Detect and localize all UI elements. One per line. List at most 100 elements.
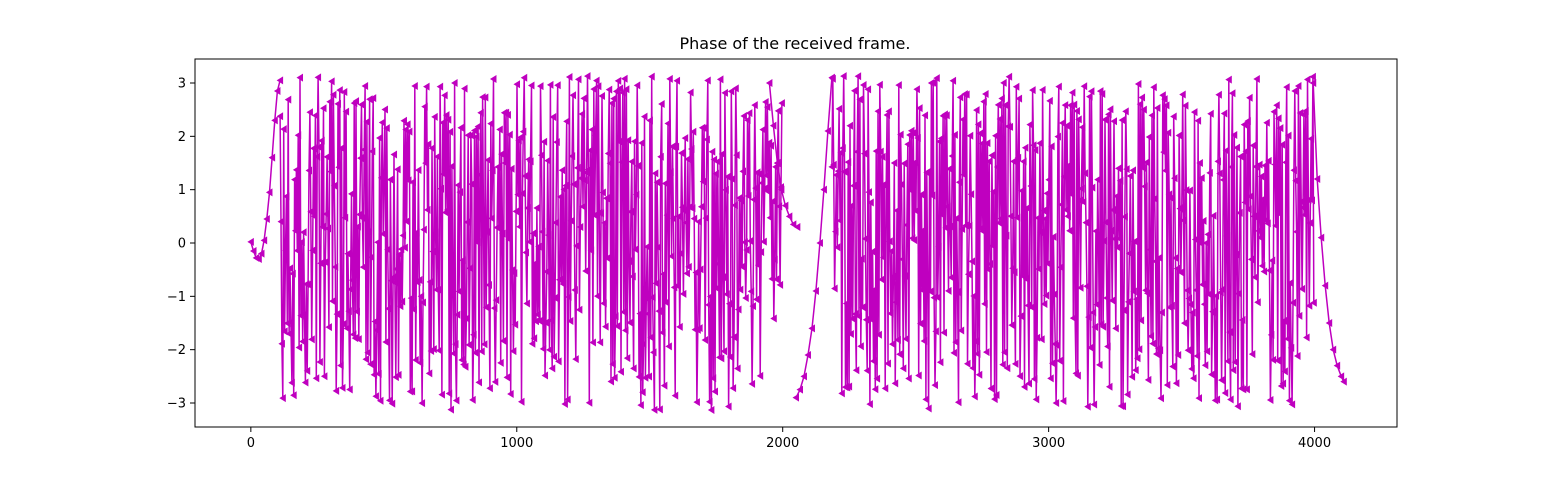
data-point	[532, 317, 539, 326]
data-point	[669, 142, 676, 151]
data-point	[756, 371, 764, 380]
data-point	[343, 324, 351, 333]
data-point	[1294, 82, 1302, 91]
data-point	[1119, 402, 1127, 411]
data-point	[574, 75, 582, 84]
data-point	[1307, 134, 1315, 143]
data-point	[1084, 402, 1091, 411]
data-point	[1047, 374, 1054, 383]
data-point	[482, 303, 490, 312]
data-point	[1218, 285, 1226, 294]
data-point	[333, 310, 341, 319]
data-point	[781, 201, 789, 210]
data-point	[1077, 283, 1084, 292]
data-point	[872, 147, 880, 156]
data-point	[581, 176, 588, 185]
data-point	[1210, 309, 1218, 318]
data-point	[664, 119, 671, 128]
data-point	[474, 122, 482, 131]
data-point	[494, 162, 501, 171]
data-point	[381, 105, 388, 114]
data-point	[666, 74, 673, 83]
data-point	[404, 120, 411, 129]
data-point	[479, 93, 486, 102]
data-point	[1120, 306, 1127, 315]
data-point	[1134, 79, 1142, 88]
data-point	[777, 185, 785, 194]
data-point	[1093, 300, 1100, 309]
data-point	[1232, 250, 1240, 259]
data-point	[441, 91, 448, 100]
data-point	[495, 224, 502, 233]
data-point	[555, 357, 562, 366]
data-point	[1180, 216, 1187, 225]
data-point	[934, 293, 941, 302]
data-point	[646, 116, 653, 125]
data-point	[313, 152, 321, 161]
data-point	[1106, 105, 1114, 114]
data-point	[366, 95, 373, 104]
data-point	[1212, 291, 1220, 300]
data-point	[318, 136, 325, 145]
data-point	[1124, 390, 1131, 399]
data-point	[1204, 230, 1212, 239]
data-point	[914, 133, 921, 142]
data-point	[763, 103, 771, 112]
data-point	[1282, 158, 1289, 167]
data-point	[457, 123, 464, 132]
data-point	[1132, 366, 1139, 375]
data-point	[1113, 192, 1120, 201]
data-point	[584, 165, 592, 174]
data-point	[994, 100, 1002, 109]
data-point	[351, 334, 359, 343]
data-point	[879, 152, 886, 161]
data-point	[747, 287, 755, 296]
data-point	[354, 222, 361, 231]
data-point	[348, 189, 355, 198]
data-point	[503, 373, 511, 382]
data-point	[1293, 227, 1300, 236]
data-point	[374, 238, 381, 247]
data-point	[1052, 399, 1060, 408]
data-point	[393, 264, 400, 273]
data-point	[960, 170, 967, 179]
data-point	[1197, 239, 1204, 248]
data-point	[812, 287, 819, 295]
data-point	[630, 364, 637, 373]
data-point	[1014, 153, 1022, 162]
data-point	[1234, 402, 1241, 411]
data-point	[949, 76, 957, 85]
data-point	[361, 81, 369, 90]
data-point	[1257, 172, 1265, 181]
data-point	[1139, 163, 1146, 172]
data-point	[1146, 245, 1154, 254]
data-point	[760, 237, 767, 246]
data-point	[1025, 379, 1033, 388]
data-point	[621, 326, 629, 335]
data-point	[668, 252, 675, 261]
data-point	[1249, 141, 1257, 150]
data-point	[585, 398, 593, 407]
data-point	[1083, 282, 1090, 291]
data-point	[1138, 93, 1146, 102]
data-point	[991, 395, 998, 404]
data-point	[849, 314, 856, 323]
data-point	[770, 314, 777, 323]
data-point	[855, 312, 863, 321]
data-point	[364, 348, 371, 357]
data-point	[647, 333, 654, 342]
data-point	[356, 210, 363, 219]
data-point	[400, 116, 407, 125]
data-point	[1163, 380, 1171, 389]
data-point	[1226, 328, 1233, 337]
data-point	[958, 225, 966, 234]
data-point	[886, 237, 893, 246]
data-point	[1152, 257, 1159, 266]
data-point	[1161, 95, 1168, 104]
data-point	[1129, 166, 1136, 175]
data-point	[1242, 147, 1250, 156]
plot-area	[247, 72, 1347, 414]
data-point	[430, 345, 437, 354]
data-point	[544, 156, 551, 165]
data-point	[848, 201, 855, 210]
